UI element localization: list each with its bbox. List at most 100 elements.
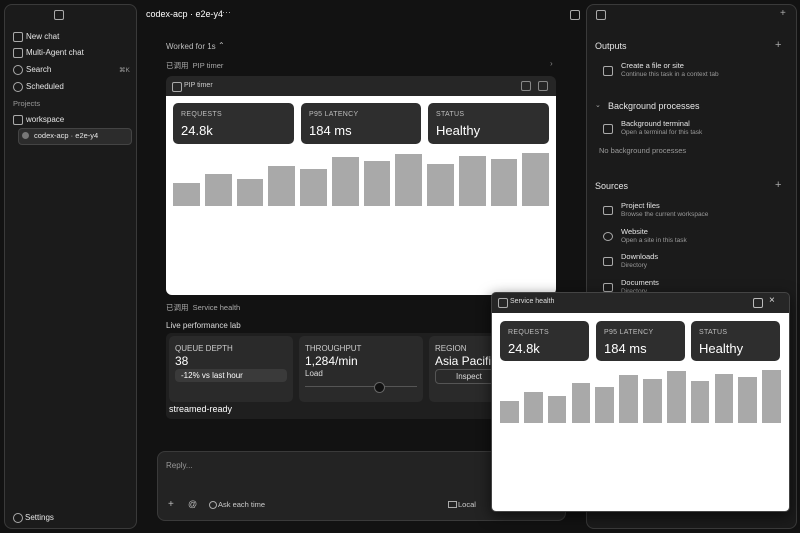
composer-placeholder[interactable]: Reply... — [166, 461, 193, 470]
chart-icon — [172, 82, 182, 92]
tool-name: PIP timer — [192, 61, 224, 70]
item-title[interactable]: Create a file or site — [621, 61, 684, 70]
chevron[interactable]: › — [550, 59, 553, 68]
bar-chart — [500, 370, 781, 423]
item-icon — [603, 124, 613, 134]
settings[interactable]: Settings — [25, 513, 54, 522]
mode-icon — [209, 501, 217, 509]
bar — [268, 166, 295, 206]
stat-value: Healthy — [436, 123, 481, 138]
bar — [619, 375, 638, 423]
pip-window: Service health × REQUESTS 24.8k P95 LATEN… — [491, 292, 790, 512]
nav-item[interactable]: Scheduled — [26, 82, 64, 91]
stat-card: P95 LATENCY 184 ms — [301, 103, 421, 144]
sidebar — [4, 4, 137, 529]
tool-call[interactable]: 已调用 Service health — [166, 302, 240, 313]
worked-label[interactable]: Worked for 1s — [166, 42, 216, 51]
bar — [173, 183, 200, 206]
mention-button[interactable]: @ — [188, 499, 198, 509]
item-title[interactable]: Website — [621, 226, 648, 236]
attach-button[interactable]: + — [168, 499, 174, 510]
scheduled-icon — [13, 82, 23, 92]
item-subtitle: Open a terminal for this task — [621, 129, 703, 136]
empty-state: No background processes — [599, 146, 687, 155]
stat-value: 24.8k — [508, 341, 540, 356]
item-icon — [603, 231, 613, 241]
bar — [204, 174, 232, 206]
section-label[interactable]: Projects — [13, 99, 41, 108]
pip-popout[interactable] — [538, 81, 548, 91]
pip-collapse[interactable] — [521, 81, 531, 91]
bar — [666, 371, 686, 423]
stat-label: STATUS — [436, 111, 465, 118]
bar — [500, 401, 519, 423]
lab-card: THROUGHPUT 1,284/min Load — [299, 336, 423, 402]
stat-card: REQUESTS 24.8k — [173, 103, 294, 144]
trend-text: -12% vs last hour — [181, 371, 243, 380]
stat-value: 184 ms — [604, 341, 647, 356]
stat-value: Healthy — [699, 341, 744, 356]
thread-selected[interactable] — [18, 128, 132, 145]
add-source[interactable]: + — [775, 179, 782, 191]
add-output[interactable]: + — [775, 39, 782, 51]
bar — [643, 379, 662, 423]
more-menu[interactable]: ··· — [222, 7, 231, 17]
project[interactable]: workspace — [26, 115, 65, 124]
sidebar-toggle[interactable] — [54, 10, 64, 20]
thread-title[interactable]: codex-acp · e2e-y4 — [34, 131, 99, 140]
item-title[interactable]: Background terminal — [621, 119, 690, 128]
stat-label: REQUESTS — [181, 111, 222, 118]
item-subtitle: Directory — [621, 262, 648, 269]
window-icon — [498, 298, 508, 308]
tool-call[interactable]: 已调用 PIP timer — [166, 60, 223, 71]
lab-card: QUEUE DEPTH 38 -12% vs last hour — [169, 336, 293, 402]
bar — [762, 370, 781, 423]
pip-card: PIP timer REQUESTS 24.8k P95 LATENCY 184 m… — [166, 76, 556, 295]
nav-item[interactable]: Multi-Agent chat — [26, 48, 84, 57]
button-text: Inspect — [456, 372, 482, 381]
panel-toggle[interactable] — [570, 10, 580, 20]
slider-track[interactable] — [305, 386, 417, 387]
folder-icon — [13, 115, 23, 125]
stat-card: STATUS Healthy — [428, 103, 549, 144]
nav-item[interactable]: Search — [26, 65, 52, 74]
add-tab[interactable]: + — [780, 8, 786, 19]
new-chat-icon — [13, 32, 23, 42]
bar — [690, 381, 710, 423]
lab-value: 1,284/min — [305, 354, 358, 368]
item-title[interactable]: Downloads — [621, 252, 659, 261]
window-restore[interactable] — [753, 298, 763, 308]
thread-header: codex-acp · e2e-y4 — [146, 9, 224, 19]
multi-agent-icon — [13, 48, 23, 58]
lab-label: REGION — [435, 344, 467, 353]
slider-thumb[interactable] — [374, 382, 385, 393]
stat-label: STATUS — [699, 329, 728, 336]
nav-item[interactable]: New chat — [26, 32, 60, 41]
bar — [738, 377, 758, 423]
bar — [458, 156, 486, 206]
location-select[interactable]: Local — [458, 500, 476, 509]
mode-select[interactable]: Ask each time — [218, 500, 266, 509]
bar — [490, 159, 518, 206]
panel-toggle[interactable] — [596, 10, 606, 20]
stat-card: P95 LATENCY 184 ms — [596, 321, 685, 361]
lab-label: QUEUE DEPTH — [175, 344, 233, 353]
stat-card: REQUESTS 24.8k — [500, 321, 589, 361]
item-title[interactable]: Documents — [621, 277, 659, 287]
lab-footer: streamed-ready — [169, 404, 233, 414]
bar — [522, 153, 549, 206]
item-icon — [603, 282, 613, 292]
location-icon — [448, 501, 457, 508]
window-close[interactable]: × — [769, 295, 775, 306]
item-title[interactable]: Project files — [621, 201, 660, 210]
bar — [427, 164, 454, 206]
stat-label: REQUESTS — [508, 329, 549, 336]
section-title: Background processes — [608, 101, 700, 111]
stat-label: P95 LATENCY — [309, 111, 359, 118]
bar-chart — [173, 153, 549, 206]
item-icon — [603, 66, 613, 76]
collapse-caret[interactable]: ⌄ — [595, 102, 601, 109]
collapse-caret[interactable]: ⌃ — [218, 41, 225, 50]
